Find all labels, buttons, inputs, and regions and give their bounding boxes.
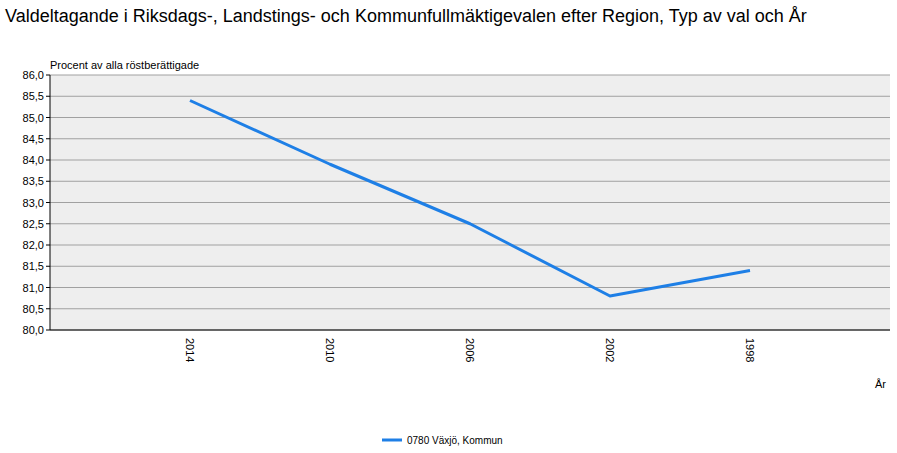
- y-tick: [46, 117, 50, 118]
- plot-background: [50, 75, 890, 330]
- grid-line: [50, 75, 890, 76]
- y-tick: [46, 96, 50, 97]
- grid-line: [50, 287, 890, 288]
- x-tick-label: 2014: [184, 338, 196, 362]
- x-tick-label: 2002: [604, 338, 616, 362]
- y-tick-label: 85,0: [23, 112, 44, 124]
- y-tick: [46, 266, 50, 267]
- grid-line: [50, 96, 890, 97]
- y-tick-label: 85,5: [23, 90, 44, 102]
- y-tick: [46, 223, 50, 224]
- y-tick-label: 82,5: [23, 218, 44, 230]
- y-tick: [46, 202, 50, 203]
- x-tick-label: 2010: [324, 338, 336, 362]
- x-axis: [50, 330, 890, 331]
- y-tick-label: 83,0: [23, 197, 44, 209]
- y-tick-label: 81,5: [23, 260, 44, 272]
- legend-swatch: [382, 439, 402, 442]
- y-tick: [46, 245, 50, 246]
- grid-line: [50, 117, 890, 118]
- y-tick-label: 83,5: [23, 175, 44, 187]
- x-tick-label: 1998: [744, 338, 756, 362]
- y-tick: [46, 330, 50, 331]
- grid-line: [50, 308, 890, 309]
- y-axis-label: Procent av alla röstberättigade: [50, 59, 199, 71]
- y-tick: [46, 287, 50, 288]
- grid-line: [50, 330, 890, 331]
- y-tick-label: 86,0: [23, 69, 44, 81]
- grid-line: [50, 245, 890, 246]
- y-axis: [50, 75, 51, 330]
- y-tick-label: 84,5: [23, 133, 44, 145]
- grid-line: [50, 160, 890, 161]
- y-tick-label: 82,0: [23, 239, 44, 251]
- grid-line: [50, 266, 890, 267]
- y-tick: [46, 308, 50, 309]
- x-axis-label: År: [875, 378, 886, 390]
- series-line: [190, 101, 750, 297]
- legend-label: 0780 Växjö, Kommun: [407, 435, 503, 446]
- x-tick-label: 2006: [464, 338, 476, 362]
- y-tick-label: 80,0: [23, 324, 44, 336]
- y-tick: [46, 181, 50, 182]
- y-tick: [46, 160, 50, 161]
- chart: 80,0 80,5 81,0 81,5 82,0 82,5 83,0 83,5 84,0 84,5…: [0, 0, 897, 453]
- grid-line: [50, 138, 890, 139]
- grid-line: [50, 202, 890, 203]
- y-tick: [46, 138, 50, 139]
- y-tick: [46, 75, 50, 76]
- y-tick-label: 84,0: [23, 154, 44, 166]
- grid-line: [50, 181, 890, 182]
- title: Valdeltagande i Riksdags-, Landstings- o…: [5, 6, 885, 26]
- y-tick-label: 80,5: [23, 303, 44, 315]
- y-tick-label: 81,0: [23, 282, 44, 294]
- plot-marks: [190, 101, 750, 297]
